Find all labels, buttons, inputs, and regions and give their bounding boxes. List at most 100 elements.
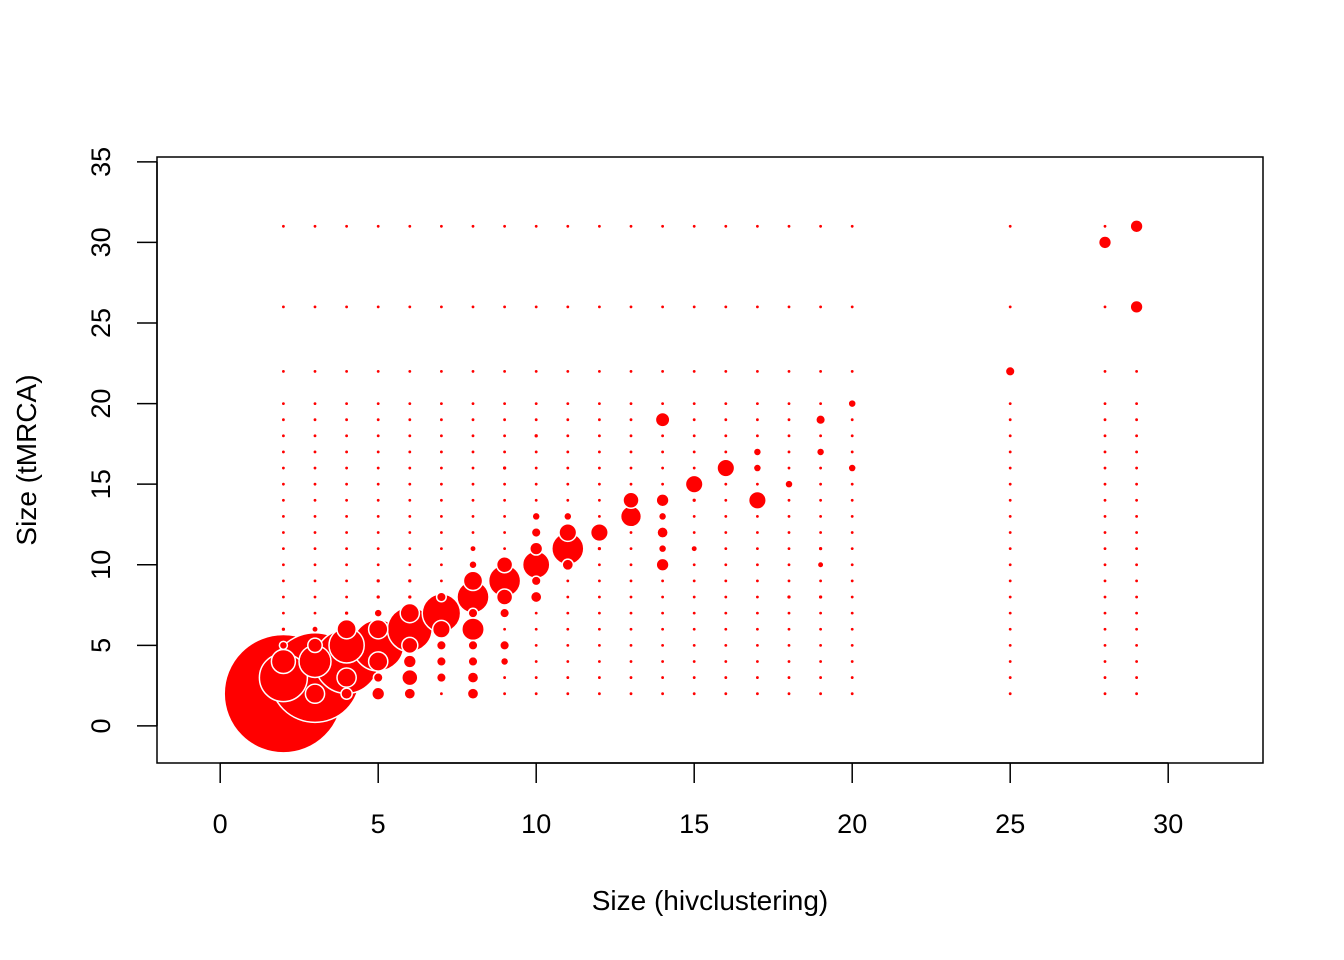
grid-dot [408,402,412,405]
grid-dot [503,531,506,534]
grid-dot [629,595,633,599]
grid-dot [1103,676,1107,679]
grid-dot [819,643,822,647]
grid-dot [1135,595,1138,599]
data-point [431,619,451,639]
grid-dot [598,692,601,696]
data-point [529,541,544,556]
y-tick-label: 5 [86,638,116,653]
grid-dot [1008,627,1012,631]
grid-dot [408,547,412,551]
grid-dot [1008,305,1012,309]
grid-dot [819,498,822,502]
data-point [589,522,609,543]
grid-dot [282,547,285,551]
grid-dot [724,305,728,309]
data-point [690,544,699,553]
data-point [467,655,479,668]
grid-dot [692,579,696,583]
grid-dot [1008,611,1012,615]
grid-dot [598,305,601,309]
grid-dot [598,466,601,470]
grid-dot [1103,611,1107,615]
grid-dot [1008,660,1012,663]
data-point [336,618,357,640]
grid-dot [313,418,317,422]
grid-dot [629,434,633,438]
data-point [375,593,382,601]
grid-dot [1103,482,1107,486]
grid-dot [313,579,317,583]
grid-dot [408,450,412,454]
grid-dot [313,547,317,551]
grid-dot [1008,402,1012,405]
grid-dot [756,402,759,405]
grid-dot [408,515,412,518]
grid-dot [661,482,664,486]
grid-dot [282,450,285,454]
grid-dot [629,305,633,309]
grid-dot [661,224,664,228]
grid-dot [1135,563,1138,567]
grid-dot [819,402,822,405]
x-tick-label: 25 [995,809,1025,839]
grid-dot [724,531,728,534]
grid-dot [282,224,285,228]
grid-dot [440,515,443,518]
grid-dot [756,418,759,422]
data-point [311,625,319,634]
grid-dot [1103,579,1107,583]
grid-dot [724,369,728,373]
grid-dot [787,531,791,534]
grid-dot [787,402,791,405]
grid-dot [566,434,570,438]
data-point [657,511,668,522]
data-point [817,545,824,552]
grid-dot [440,498,443,502]
grid-dot [1103,627,1107,631]
grid-dot [661,627,664,631]
grid-dot [534,660,538,663]
grid-dot [598,643,601,647]
grid-dot [629,531,633,534]
grid-dot [313,305,317,309]
grid-dot [724,676,728,679]
grid-dot [282,595,285,599]
grid-dot [1135,611,1138,615]
grid-dot [756,547,759,551]
grid-dot [345,515,348,518]
x-tick-label: 5 [371,809,386,839]
grid-dot [376,224,380,228]
grid-dot [282,434,285,438]
data-point [468,560,478,570]
grid-dot [1103,531,1107,534]
grid-dot [850,676,854,679]
grid-dot [376,547,380,551]
grid-dot [345,547,348,551]
grid-dot [408,563,412,567]
grid-dot [1008,643,1012,647]
grid-dot [503,369,506,373]
data-point [784,479,794,489]
data-point [691,497,698,504]
grid-dot [313,611,317,615]
grid-dot [629,418,633,422]
grid-dot [787,224,791,228]
grid-dot [661,305,664,309]
grid-dot [376,498,380,502]
grid-dot [1135,369,1138,373]
grid-dot [566,692,570,696]
grid-dot [819,466,822,470]
data-point [372,672,384,684]
grid-dot [282,482,285,486]
grid-dot [661,434,664,438]
grid-dot [724,660,728,663]
grid-dot [282,402,285,405]
data-point [501,464,508,472]
grid-dot [566,224,570,228]
data-point [596,545,603,552]
x-tick-label: 10 [521,809,551,839]
grid-dot [566,450,570,454]
grid-dot [692,466,696,470]
grid-dot [692,676,696,679]
